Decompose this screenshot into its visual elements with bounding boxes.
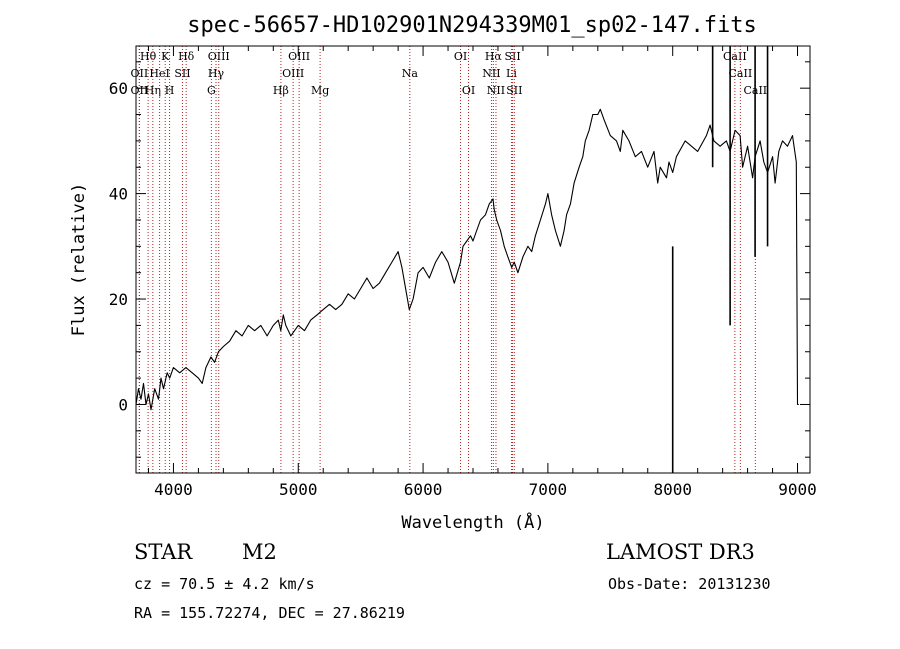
marker-label: Hγ: [208, 67, 225, 80]
marker-label: SII: [174, 67, 190, 80]
object-class: STAR: [134, 540, 193, 564]
marker-label: OI: [462, 84, 475, 97]
spectrum-line: [135, 108, 799, 411]
y-tick-label: 40: [109, 185, 128, 204]
marker-label: H: [165, 84, 175, 97]
marker-label: SII: [504, 50, 520, 63]
plot-frame: [135, 45, 811, 474]
marker-label: CaII: [723, 50, 747, 63]
x-axis-label: Wavelength (Å): [401, 511, 544, 533]
marker-label: OI: [454, 50, 467, 63]
marker-label: NII: [487, 84, 505, 97]
marker-label: HeI: [149, 67, 169, 80]
survey-name: LAMOST DR3: [606, 540, 755, 564]
marker-label: OIII: [282, 67, 304, 80]
marker-label: Na: [402, 67, 419, 80]
y-tick-label: 0: [118, 395, 128, 414]
y-axis-label: Flux (relative): [69, 183, 89, 337]
marker-label: Hα: [485, 50, 503, 63]
marker-label: SII: [506, 84, 522, 97]
marker-label: OIII: [288, 50, 310, 63]
series-layer: [135, 46, 799, 473]
marker-label: OIII: [208, 50, 230, 63]
marker-label: K: [161, 50, 170, 63]
chart-title: spec-56657-HD102901N294339M01_sp02-147.f…: [187, 13, 757, 38]
marker-label: Hβ: [273, 84, 289, 97]
x-tick-label: 6000: [404, 480, 443, 499]
x-tick-label: 5000: [279, 480, 318, 499]
object-subclass: M2: [242, 540, 277, 564]
marker-label: Li: [506, 67, 517, 80]
y-tick-label: 20: [109, 290, 128, 309]
marker-label: G: [207, 84, 216, 97]
x-tick-label: 8000: [653, 480, 692, 499]
coordinates: RA = 155.72274, DEC = 27.86219: [134, 604, 405, 622]
marker-label: Mg: [311, 84, 329, 97]
marker-label: CaII: [729, 67, 753, 80]
marker-label: Hδ: [178, 50, 195, 63]
marker-label: NII: [482, 67, 500, 80]
redshift-value: cz = 70.5 ± 4.2 km/s: [134, 575, 315, 593]
y-tick-label: 60: [109, 79, 128, 98]
line-marker-layer: HθOIIOIIHηHeIKHSIIHδGHγOIIIHβOIIIOIIIMgN…: [131, 46, 767, 473]
marker-label: Hη: [145, 84, 161, 97]
tick-layer: 4000 5000 6000 7000 8000 9000 0 20 40 60: [109, 46, 817, 499]
x-tick-label: 4000: [154, 480, 193, 499]
x-tick-label: 9000: [778, 480, 817, 499]
x-tick-label: 7000: [529, 480, 568, 499]
marker-label: OII: [131, 84, 149, 97]
marker-label: Hθ: [140, 50, 157, 63]
observation-date: Obs-Date: 20131230: [608, 575, 771, 593]
